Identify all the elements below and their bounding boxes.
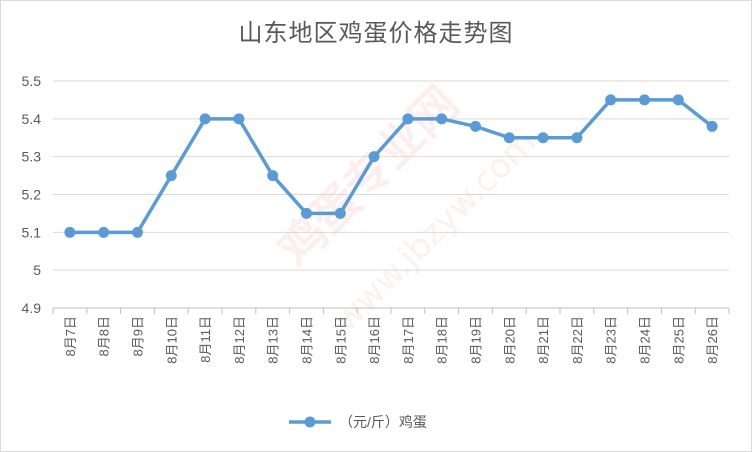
x-tick-label: 8月12日 (232, 316, 247, 364)
y-tick-label: 5.2 (22, 187, 42, 203)
gridlines (53, 80, 729, 309)
x-axis (52, 307, 730, 314)
x-tick-label: 8月18日 (435, 316, 450, 364)
data-point (132, 226, 143, 238)
x-tick-label: 8月22日 (570, 316, 585, 364)
y-tick-label: 5.4 (22, 111, 42, 127)
x-tick-label: 8月24日 (638, 316, 653, 364)
chart-title: 山东地区鸡蛋价格走势图 (238, 19, 514, 47)
x-tick-label: 8月9日 (131, 316, 146, 356)
x-tick-label: 8月13日 (266, 316, 281, 364)
y-tick-label: 4.9 (22, 300, 42, 316)
data-point (402, 113, 414, 125)
data-point (199, 113, 211, 125)
y-axis-ticks: 4.9 5 5.1 5.2 5.3 5.4 5.5 (22, 73, 42, 316)
x-tick-label: 8月26日 (705, 316, 720, 364)
series-line (69, 98, 714, 235)
data-point (334, 207, 346, 219)
series-layer (64, 94, 718, 238)
data-point (436, 113, 448, 125)
y-tick-label: 5.5 (22, 73, 42, 89)
legend-marker (304, 416, 316, 428)
y-tick-label: 5.3 (22, 149, 42, 165)
x-tick-label: 8月10日 (164, 316, 179, 364)
data-point (233, 113, 245, 125)
legend: （元/斤）鸡蛋 (289, 414, 427, 430)
x-tick-label: 8月23日 (604, 316, 619, 364)
data-point (605, 94, 617, 106)
y-tick-label: 5.1 (22, 224, 42, 240)
x-tick-label: 8月16日 (367, 316, 382, 364)
x-tick-label: 8月14日 (300, 316, 315, 364)
data-point (672, 94, 684, 106)
data-point (706, 120, 718, 132)
x-tick-label: 8月11日 (198, 316, 213, 363)
data-point (301, 207, 312, 219)
x-tick-label: 8月25日 (671, 316, 686, 364)
y-tick-label: 5 (33, 262, 41, 278)
x-tick-label: 8月8日 (97, 316, 112, 356)
x-tick-label: 8月17日 (401, 316, 416, 364)
x-tick-label: 8月19日 (469, 316, 484, 364)
data-point (537, 132, 549, 144)
data-point (571, 132, 583, 144)
x-tick-label: 8月15日 (333, 316, 348, 364)
data-point (64, 226, 76, 238)
data-point (165, 170, 177, 182)
data-point (639, 94, 650, 106)
data-point (368, 151, 380, 163)
legend-label: （元/斤）鸡蛋 (339, 414, 427, 430)
x-tick-label: 8月21日 (536, 316, 551, 364)
x-tick-label: 8月20日 (502, 316, 517, 364)
data-point (267, 170, 279, 182)
data-point (503, 132, 515, 144)
x-axis-ticks: 8月7日 8月8日 8月9日 8月10日 8月11日 8月12日 8月13日 8月14日 8月1… (63, 316, 720, 364)
data-point (98, 226, 110, 238)
data-point (470, 120, 481, 132)
x-tick-label: 8月7日 (63, 316, 78, 356)
